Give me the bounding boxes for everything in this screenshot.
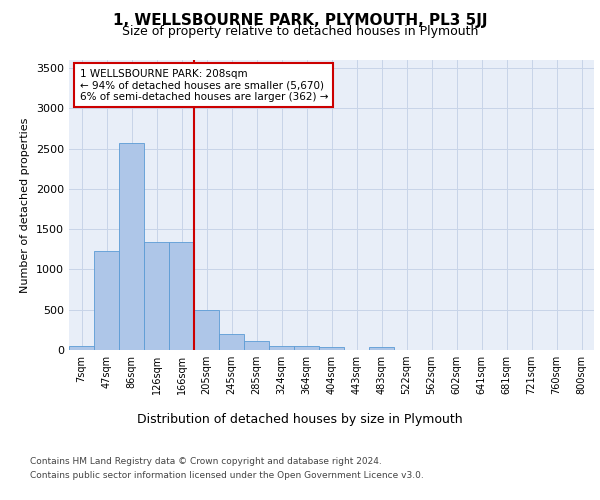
Bar bbox=[119, 143, 144, 350]
Text: Size of property relative to detached houses in Plymouth: Size of property relative to detached ho… bbox=[122, 25, 478, 38]
Bar bbox=[94, 251, 119, 350]
Bar bbox=[244, 341, 269, 350]
Bar bbox=[144, 242, 169, 350]
Bar bbox=[169, 242, 194, 350]
Text: Contains public sector information licensed under the Open Government Licence v3: Contains public sector information licen… bbox=[30, 471, 424, 480]
Bar bbox=[269, 346, 294, 350]
Bar bbox=[69, 346, 94, 350]
Bar bbox=[194, 310, 219, 350]
Y-axis label: Number of detached properties: Number of detached properties bbox=[20, 118, 31, 292]
Text: Distribution of detached houses by size in Plymouth: Distribution of detached houses by size … bbox=[137, 412, 463, 426]
Text: Contains HM Land Registry data © Crown copyright and database right 2024.: Contains HM Land Registry data © Crown c… bbox=[30, 458, 382, 466]
Bar bbox=[319, 347, 344, 350]
Bar bbox=[369, 347, 394, 350]
Text: 1, WELLSBOURNE PARK, PLYMOUTH, PL3 5JJ: 1, WELLSBOURNE PARK, PLYMOUTH, PL3 5JJ bbox=[113, 12, 487, 28]
Bar bbox=[294, 346, 319, 350]
Text: 1 WELLSBOURNE PARK: 208sqm
← 94% of detached houses are smaller (5,670)
6% of se: 1 WELLSBOURNE PARK: 208sqm ← 94% of deta… bbox=[79, 68, 328, 102]
Bar bbox=[219, 334, 244, 350]
